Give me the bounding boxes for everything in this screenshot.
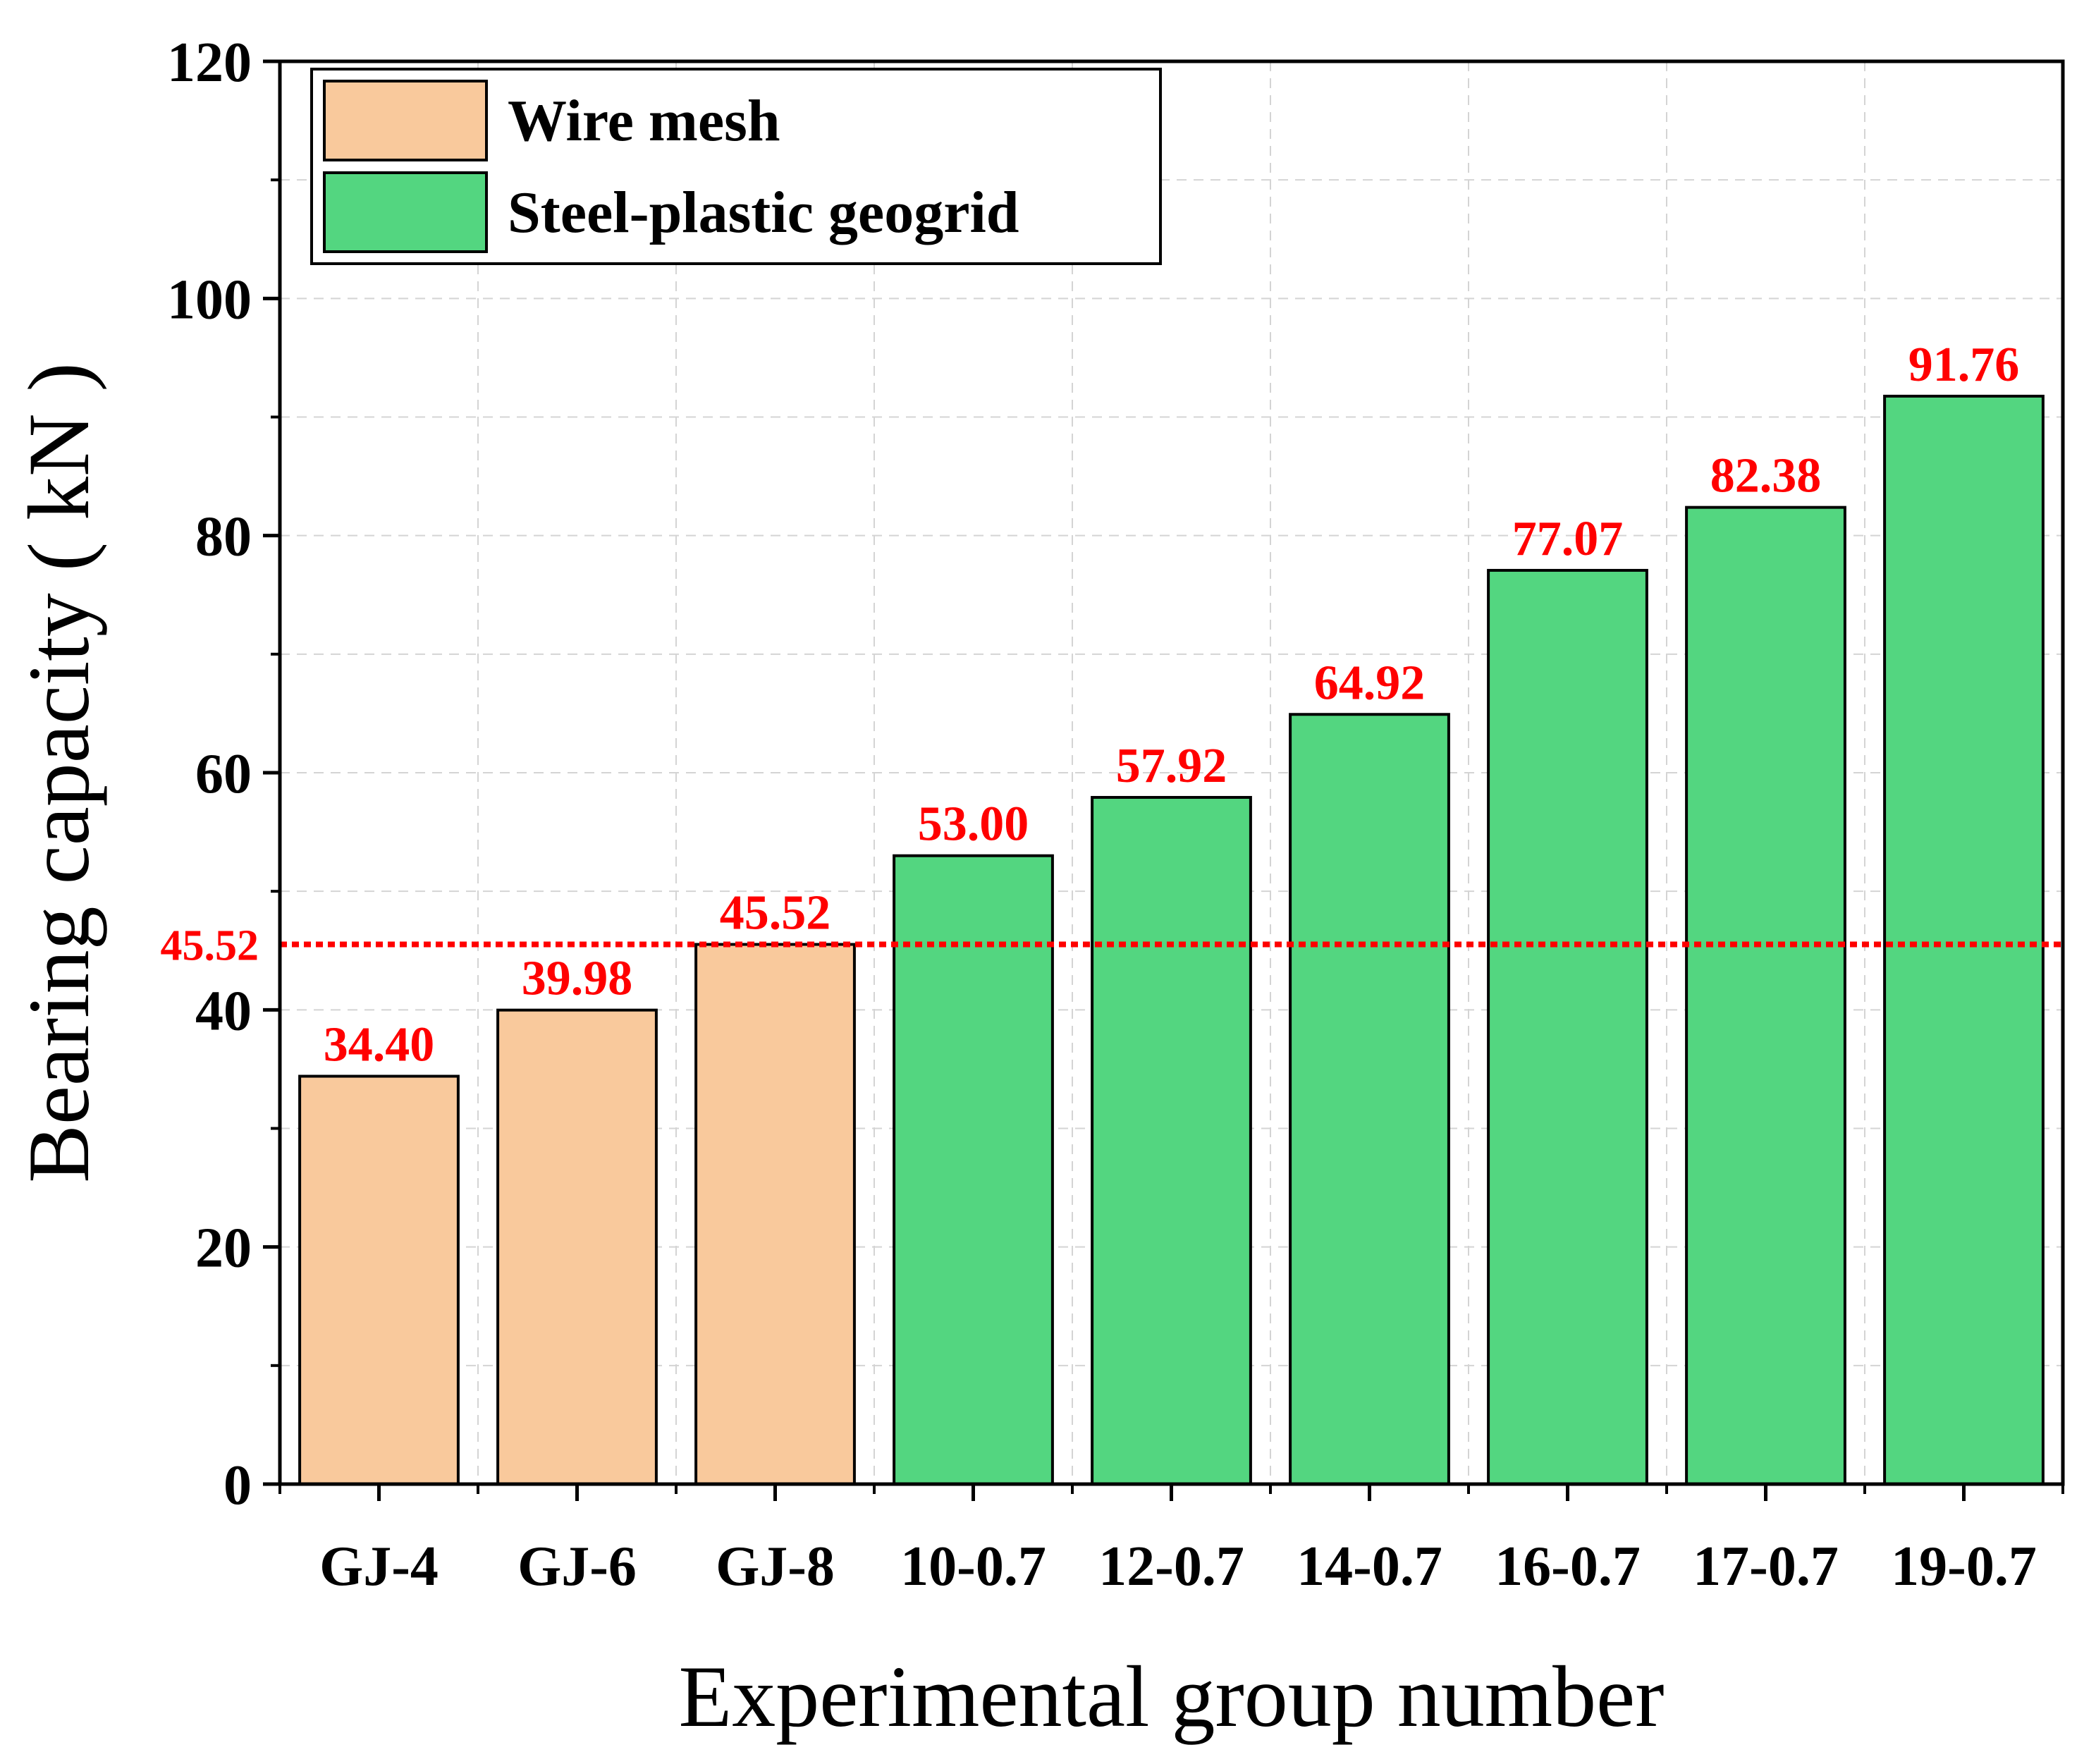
bar [893,854,1054,1486]
y-tick-label: 80 [195,506,252,568]
data-label: 77.07 [1512,512,1624,566]
x-tick-label: 10-0.7 [900,1536,1046,1598]
data-label: 82.38 [1710,449,1822,503]
y-tick-label: 100 [167,269,252,331]
bar [1487,568,1648,1486]
x-tick-label: 17-0.7 [1693,1536,1839,1598]
y-tick-label: 120 [167,32,252,94]
bars [298,394,2045,1486]
y-tick-label: 20 [195,1218,252,1280]
data-label: 45.52 [720,886,831,941]
y-axis-title: Bearing capacity ( kN ) [11,362,107,1183]
data-label: 53.00 [918,797,1029,852]
legend: Wire mesh Steel-plastic geogrid [310,68,1162,265]
bar [694,943,856,1486]
data-labels: 34.40 39.98 45.52 53.00 57.92 64.92 77.07 82.38… [324,338,2020,1072]
x-tick-label: 19-0.7 [1891,1536,2037,1598]
x-tick-label: 14-0.7 [1297,1536,1442,1598]
reference-line-label: 45.52 [161,922,259,970]
legend-swatch [323,171,488,253]
data-label: 39.98 [522,952,633,1006]
y-tick-label: 60 [195,743,252,805]
x-tick-label: GJ-6 [517,1536,637,1598]
y-tick-label: 0 [223,1454,252,1517]
bar [1289,713,1450,1486]
x-tick-label: 16-0.7 [1495,1536,1641,1598]
y-tick-label: 40 [195,980,252,1042]
data-label: 64.92 [1314,656,1426,710]
data-label: 57.92 [1116,739,1227,793]
legend-label: Wire mesh [508,88,780,154]
bar [1883,394,2045,1486]
x-tick-label: GJ-8 [716,1536,835,1598]
data-label: 34.40 [324,1018,435,1072]
x-tick-label: 12-0.7 [1098,1536,1244,1598]
data-label: 91.76 [1908,338,2020,392]
x-tick-label: GJ-4 [319,1536,439,1598]
legend-label: Steel-plastic geogrid [508,180,1019,245]
bar [298,1074,460,1486]
x-axis-title: Experimental group number [678,1648,1664,1745]
bar [496,1008,658,1486]
axes: 0 20 40 60 80 100 120 GJ-4 GJ-6 GJ-8 10-0.7 12-0.7 1… [167,32,2065,1598]
legend-swatch [323,80,488,161]
bar [1685,506,1846,1486]
bar [1091,795,1252,1486]
reference-line-group: 45.52 [161,922,2063,970]
